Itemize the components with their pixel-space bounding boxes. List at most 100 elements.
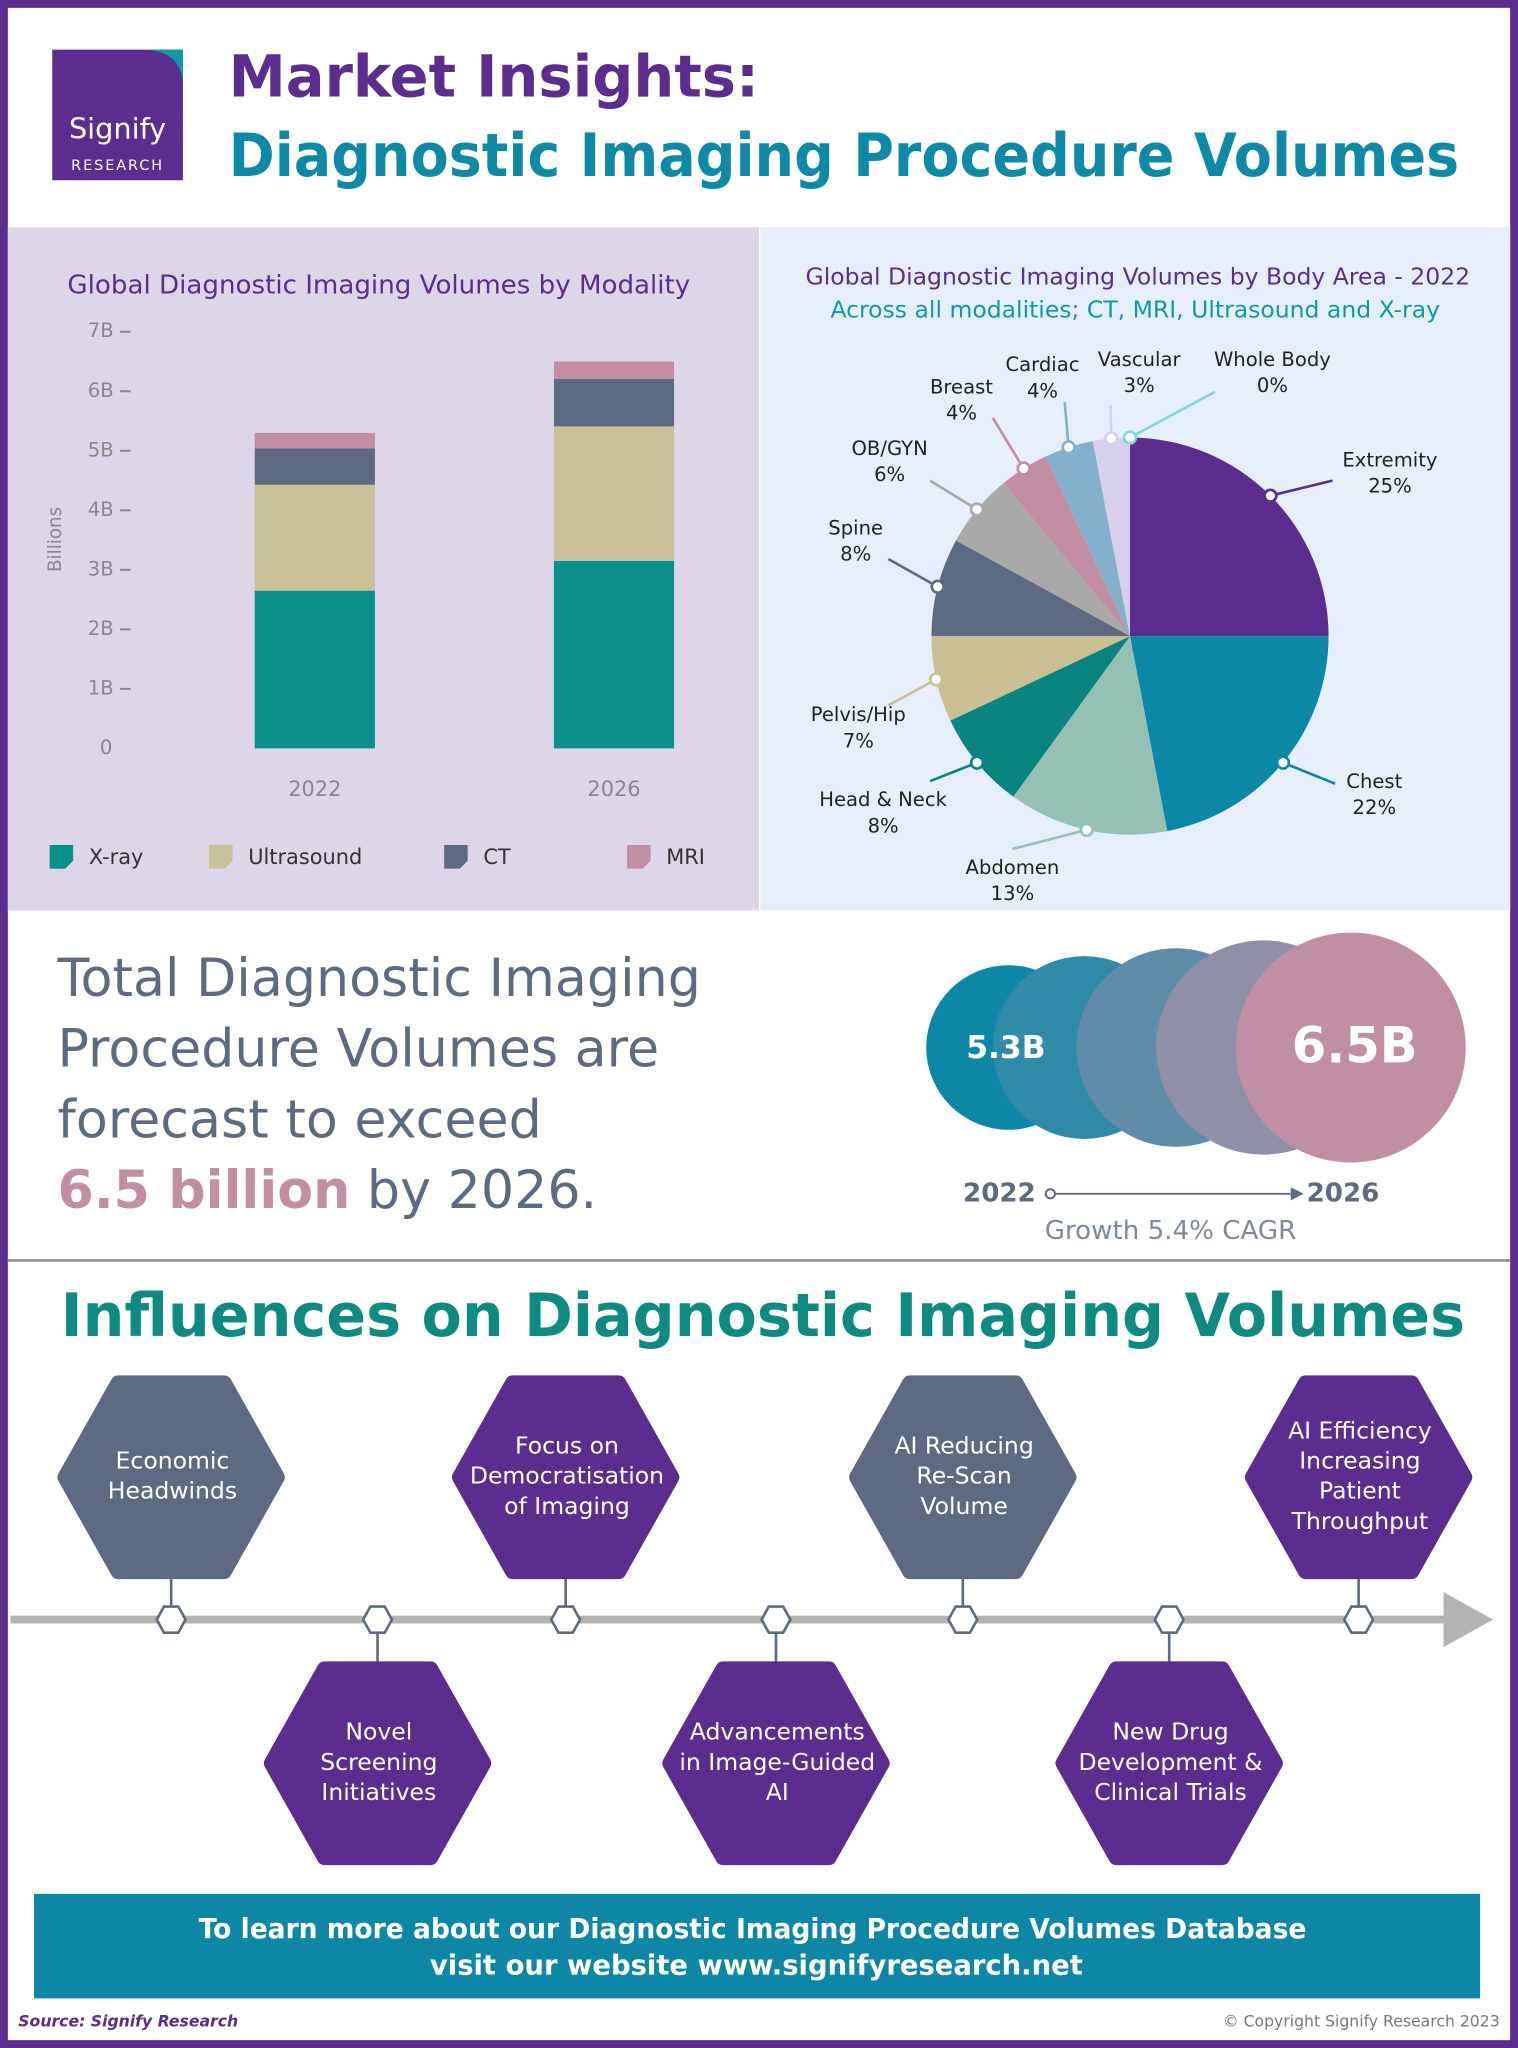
- bubble-label: 6.5B: [1292, 1016, 1418, 1074]
- influence-label: Patient: [1319, 1477, 1401, 1505]
- leader-line: [991, 417, 1025, 470]
- legend-swatch: [49, 845, 74, 869]
- year-label: 2026: [1307, 1178, 1380, 1208]
- influence-hexagon: [849, 1375, 1077, 1580]
- bar-segment: [254, 432, 375, 449]
- pie-slice: [1003, 456, 1131, 637]
- legend-swatch: [627, 845, 651, 869]
- leader-dot: [1263, 488, 1278, 503]
- influence-label: Initiatives: [321, 1778, 436, 1806]
- logo-name: Signify: [69, 112, 166, 146]
- influence-label: Volume: [920, 1492, 1007, 1520]
- timeline-marker: [549, 1605, 582, 1634]
- slice-label: Whole Body: [1214, 348, 1331, 371]
- chart-title: Global Diagnostic Imaging Volumes by Mod…: [67, 271, 690, 301]
- leader-line: [1282, 761, 1336, 785]
- leader-line: [887, 678, 937, 707]
- influence-label: Headwinds: [108, 1477, 237, 1505]
- banner-line: To learn more about our Diagnostic Imagi…: [199, 1914, 1307, 1945]
- growth-label: Growth 5.4% CAGR: [1045, 1216, 1296, 1246]
- slice-value-label: 8%: [868, 814, 899, 837]
- y-tick-label: 7B: [88, 319, 114, 342]
- slice-value-label: 8%: [840, 543, 871, 566]
- banner-line: visit our website www.signifyresearch.ne…: [430, 1951, 1083, 1982]
- bar-segment: [254, 484, 375, 591]
- slice-label: Chest: [1346, 770, 1402, 793]
- source: Source: Signify Research: [18, 2011, 238, 2030]
- summary-line: Total Diagnostic Imaging: [56, 949, 700, 1009]
- y-tick-label: 1B: [88, 676, 114, 699]
- slice-label: OB/GYN: [852, 437, 928, 460]
- summary-tail: by 2026.: [367, 1161, 597, 1221]
- timeline-marker: [760, 1605, 792, 1634]
- bar-segment: [553, 560, 675, 749]
- timeline-marker: [1342, 1605, 1375, 1634]
- slice-value-label: 22%: [1353, 796, 1397, 819]
- page-title: Market Insights:: [229, 44, 759, 111]
- y-tick-label: 0: [100, 736, 112, 759]
- influence-label: Development &: [1078, 1748, 1262, 1776]
- pie-slice: [950, 636, 1131, 797]
- bar-segment: [553, 378, 675, 427]
- influence-label: AI Reducing: [894, 1432, 1033, 1460]
- leader-dot: [969, 502, 985, 517]
- slice-label: Vascular: [1098, 348, 1182, 371]
- influence-label: AI Efficiency: [1288, 1417, 1432, 1445]
- slice-label: Cardiac: [1005, 353, 1079, 376]
- influence-label: New Drug: [1112, 1718, 1228, 1746]
- influence-label: AI: [766, 1778, 789, 1806]
- influence-hexagon: [263, 1661, 492, 1866]
- summary-highlight: 6.5 billion: [57, 1161, 350, 1221]
- influence-label: Advancements: [690, 1718, 865, 1746]
- chart-subtitle: Across all modalities; CT, MRI, Ultrasou…: [830, 295, 1440, 323]
- slice-label: Abdomen: [966, 856, 1060, 879]
- influence-hexagon: [662, 1661, 890, 1866]
- bar-segment: [553, 361, 675, 379]
- influence-label: Clinical Trials: [1094, 1778, 1246, 1806]
- leader-line: [1012, 828, 1088, 851]
- leader-dot: [1122, 430, 1138, 445]
- leader-line: [1129, 390, 1216, 439]
- slice-value-label: 7%: [843, 729, 874, 752]
- copyright: © Copyright Signify Research 2023: [1223, 2011, 1500, 2030]
- leader-line: [1270, 479, 1333, 497]
- influence-label: in Image-Guided: [679, 1748, 875, 1776]
- year-label: 2022: [963, 1178, 1036, 1208]
- arrow-head: [1290, 1187, 1304, 1201]
- influence-label: Screening: [320, 1748, 437, 1776]
- banner[interactable]: [33, 1893, 1481, 1999]
- influence-label: Throughput: [1291, 1507, 1429, 1535]
- slice-value-label: 0%: [1257, 374, 1288, 397]
- influence-hexagon: [57, 1375, 285, 1580]
- summary-line: Procedure Volumes are: [57, 1020, 659, 1080]
- leader-dot: [929, 672, 944, 687]
- slice-label: Pelvis/Hip: [811, 703, 906, 726]
- y-tick-label: 3B: [88, 557, 114, 580]
- pie-slice: [931, 636, 1131, 721]
- slice-value-label: 3%: [1124, 374, 1155, 397]
- bar-segment: [254, 590, 375, 749]
- influence-label: Re-Scan: [916, 1462, 1011, 1490]
- page-subtitle: Diagnostic Imaging Procedure Volumes: [229, 121, 1460, 191]
- leader-dot: [930, 579, 945, 594]
- leader-dot: [969, 755, 985, 770]
- y-axis-label: Billions: [45, 507, 66, 572]
- influence-label: Increasing: [1299, 1447, 1420, 1475]
- legend-label: MRI: [666, 845, 705, 869]
- pie-slice: [1092, 437, 1131, 637]
- slice-value-label: 6%: [874, 463, 905, 486]
- logo-box: [52, 49, 183, 181]
- summary-line: forecast to exceed: [57, 1090, 541, 1150]
- leader-line: [929, 761, 978, 783]
- summary-line: 6.5 billion by 2026.: [57, 1161, 597, 1221]
- pie-slice: [1013, 636, 1168, 835]
- influence-label: of Imaging: [504, 1492, 630, 1520]
- legend-label: X-ray: [89, 845, 144, 869]
- slice-label: Breast: [930, 375, 993, 398]
- timeline-marker: [155, 1605, 187, 1634]
- leader-line: [887, 557, 939, 588]
- y-tick-label: 6B: [88, 379, 114, 402]
- legend-swatch: [209, 845, 233, 869]
